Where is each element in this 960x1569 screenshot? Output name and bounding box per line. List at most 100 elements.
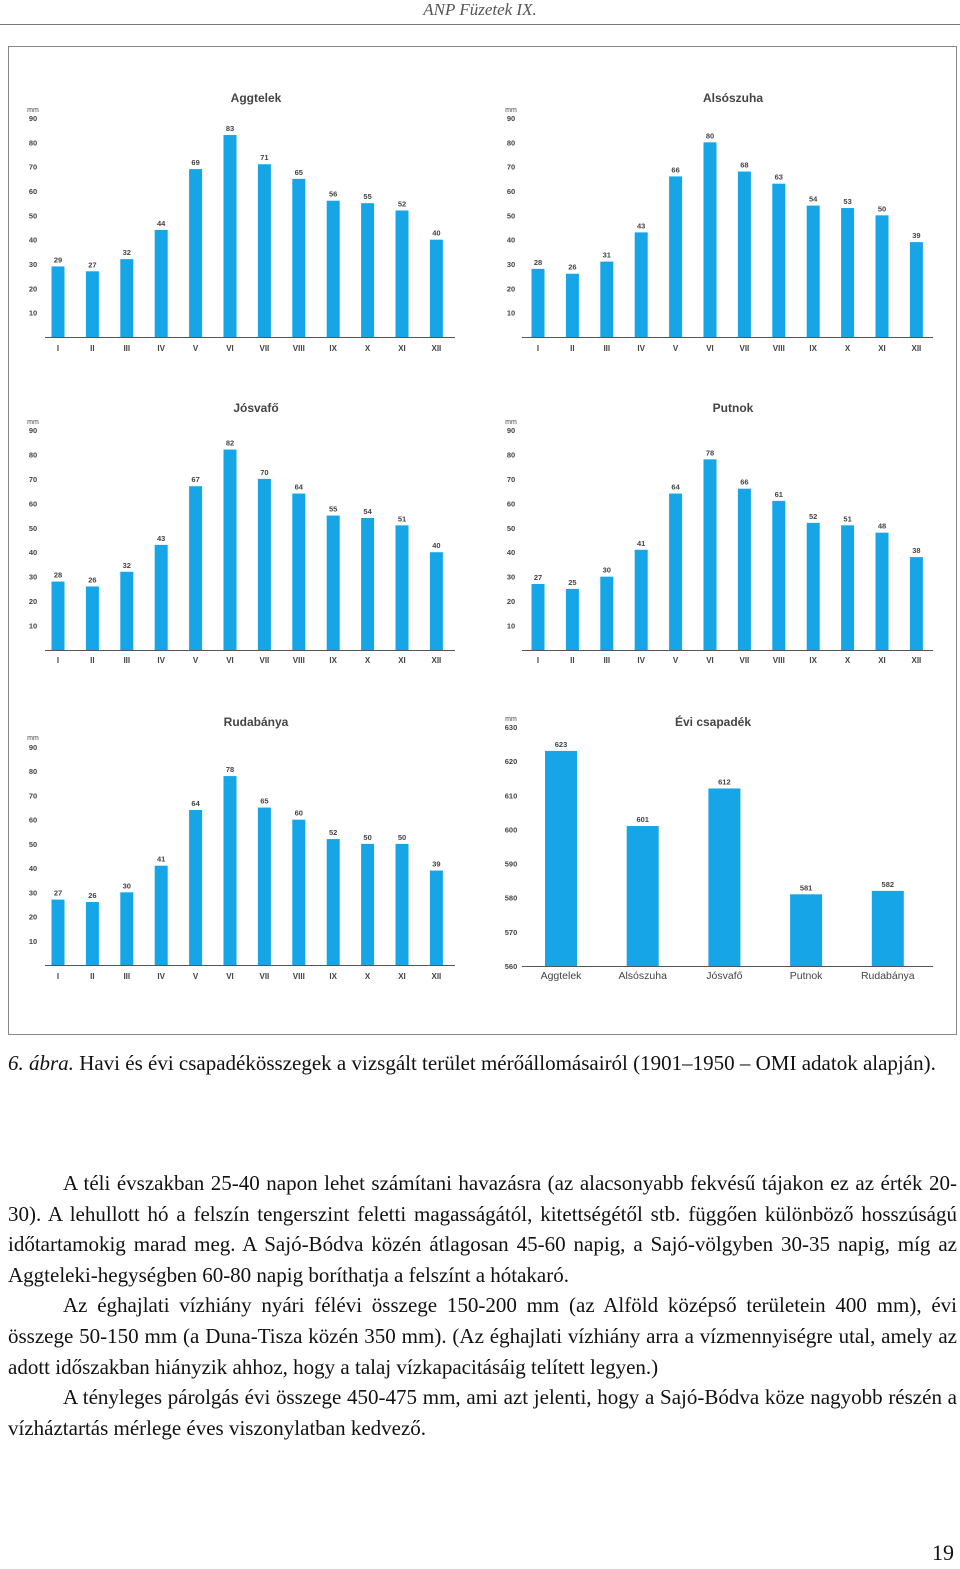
value-label: 66 xyxy=(671,165,679,174)
chart-title: Jósvafő xyxy=(233,401,278,415)
value-label: 68 xyxy=(740,161,748,170)
value-label: 28 xyxy=(534,258,542,267)
x-tick-label: XII xyxy=(912,344,922,353)
x-tick-label: XI xyxy=(878,656,886,665)
value-label: 67 xyxy=(191,475,199,484)
value-label: 54 xyxy=(363,507,372,516)
y-tick-label: 90 xyxy=(507,114,515,123)
value-label: 52 xyxy=(809,512,817,521)
y-tick-label: 20 xyxy=(29,913,37,922)
value-label: 48 xyxy=(878,522,886,531)
bar xyxy=(154,544,168,650)
value-label: 623 xyxy=(555,740,568,749)
chart-title: Aggtelek xyxy=(231,91,282,105)
bar xyxy=(85,902,99,965)
x-tick-label: IV xyxy=(157,972,165,981)
paragraph: Az éghajlati vízhiány nyári félévi össze… xyxy=(8,1293,957,1379)
bar xyxy=(708,788,741,966)
value-label: 32 xyxy=(123,561,131,570)
x-tick-label: XI xyxy=(398,344,406,353)
x-tick-label: VIII xyxy=(293,656,305,665)
value-label: 65 xyxy=(295,168,303,177)
y-tick-label: 50 xyxy=(29,840,37,849)
y-tick-label: 10 xyxy=(507,309,515,318)
value-label: 25 xyxy=(568,578,576,587)
page-number: 19 xyxy=(932,1540,954,1565)
y-tick-label: 30 xyxy=(507,260,515,269)
y-tick-label: 20 xyxy=(29,284,37,293)
y-tick-label: 60 xyxy=(507,187,515,196)
bar xyxy=(154,865,168,965)
x-tick-label: IX xyxy=(329,344,337,353)
value-label: 30 xyxy=(123,881,131,890)
caption-label: 6. ábra. xyxy=(8,1051,74,1075)
value-label: 40 xyxy=(432,541,440,550)
y-tick-label: 70 xyxy=(507,163,515,172)
bar xyxy=(361,843,375,965)
x-tick-label: I xyxy=(57,344,59,353)
chart-title: Rudabánya xyxy=(224,715,289,729)
y-tick-label: 10 xyxy=(29,937,37,946)
x-tick-label: IX xyxy=(329,656,337,665)
value-label: 26 xyxy=(88,575,96,584)
bar xyxy=(292,493,306,650)
value-label: 53 xyxy=(843,197,851,206)
x-tick-label: X xyxy=(845,344,851,353)
bar xyxy=(326,839,340,965)
x-tick-label: VI xyxy=(226,344,234,353)
bar xyxy=(51,266,65,337)
x-tick-label: V xyxy=(193,656,199,665)
y-tick-label: 580 xyxy=(505,894,518,903)
y-tick-label: 40 xyxy=(507,236,515,245)
y-tick-label: 60 xyxy=(29,499,37,508)
y-tick-label: 70 xyxy=(29,475,37,484)
value-label: 581 xyxy=(800,883,813,892)
bar xyxy=(600,261,614,337)
header-rule xyxy=(0,24,960,25)
x-tick-label: Aggtelek xyxy=(541,970,583,982)
y-tick-label: 590 xyxy=(505,860,518,869)
bar xyxy=(429,239,443,337)
y-tick-label: 20 xyxy=(507,597,515,606)
y-tick-label: 10 xyxy=(29,622,37,631)
bar xyxy=(120,259,134,337)
x-tick-label: II xyxy=(90,344,94,353)
bar xyxy=(395,843,409,965)
value-label: 78 xyxy=(226,765,234,774)
bar xyxy=(292,178,306,337)
x-tick-label: IV xyxy=(637,656,645,665)
y-tick-label: 80 xyxy=(29,138,37,147)
caption-text: Havi és évi csapadékösszegek a vizsgált … xyxy=(79,1051,936,1075)
y-tick-label: 20 xyxy=(29,597,37,606)
x-tick-label: VI xyxy=(226,972,234,981)
bar xyxy=(626,826,659,966)
y-tick-label: 560 xyxy=(505,962,518,971)
bar xyxy=(189,169,203,337)
y-tick-label: 90 xyxy=(29,426,37,435)
x-tick-label: I xyxy=(537,344,539,353)
value-label: 32 xyxy=(123,248,131,257)
y-tick-label: 80 xyxy=(507,138,515,147)
value-label: 27 xyxy=(88,260,96,269)
chart-title: Putnok xyxy=(713,401,754,415)
value-label: 55 xyxy=(363,192,371,201)
figure: Aggtelekmm10203040506070809029I27II32III… xyxy=(8,46,957,1035)
bar xyxy=(395,210,409,337)
x-tick-label: XI xyxy=(878,344,886,353)
value-label: 27 xyxy=(534,573,542,582)
bar xyxy=(737,488,751,650)
bar xyxy=(326,515,340,650)
x-tick-label: X xyxy=(365,972,371,981)
bar xyxy=(875,215,889,337)
x-tick-label: VII xyxy=(740,656,750,665)
x-tick-label: III xyxy=(123,656,130,665)
x-tick-label: VII xyxy=(260,656,270,665)
bar xyxy=(875,532,889,650)
y-tick-label: 10 xyxy=(29,309,37,318)
value-label: 64 xyxy=(295,483,304,492)
value-label: 44 xyxy=(157,219,166,228)
value-label: 38 xyxy=(912,546,920,555)
y-tick-label: 50 xyxy=(29,211,37,220)
x-tick-label: IV xyxy=(157,656,165,665)
figure-caption: 6. ábra. Havi és évi csapadékösszegek a … xyxy=(8,1048,948,1079)
